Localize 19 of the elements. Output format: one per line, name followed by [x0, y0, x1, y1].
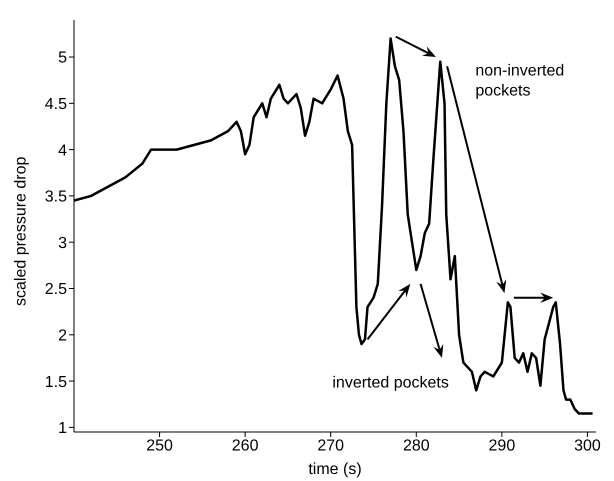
- x-tick-label: 280: [402, 437, 430, 454]
- y-tick-label: 4.5: [44, 96, 68, 114]
- y-tick-label: 3: [58, 234, 68, 252]
- x-tick-label: 290: [488, 437, 516, 454]
- x-tick-label: 250: [146, 437, 174, 454]
- x-tick-label: 270: [317, 437, 344, 454]
- y-tick-label: 2.5: [44, 281, 68, 298]
- y-tick-label: 3.5: [44, 188, 68, 206]
- x-tick-label: 260: [232, 437, 259, 454]
- y-tick-label: 1.5: [44, 374, 68, 391]
- y-tick-label: 5: [58, 50, 68, 67]
- x-axis-title: time (s): [308, 461, 362, 478]
- annotation: inverted pockets: [332, 374, 449, 392]
- y-axis-title: scaled pressure drop: [12, 156, 30, 306]
- y-tick-label: 2: [58, 327, 68, 344]
- annotation: non-inverted pockets: [475, 62, 564, 100]
- y-tick-label: 1: [58, 420, 68, 438]
- x-tick-label: 300: [574, 437, 601, 454]
- y-tick-label: 4: [58, 142, 68, 160]
